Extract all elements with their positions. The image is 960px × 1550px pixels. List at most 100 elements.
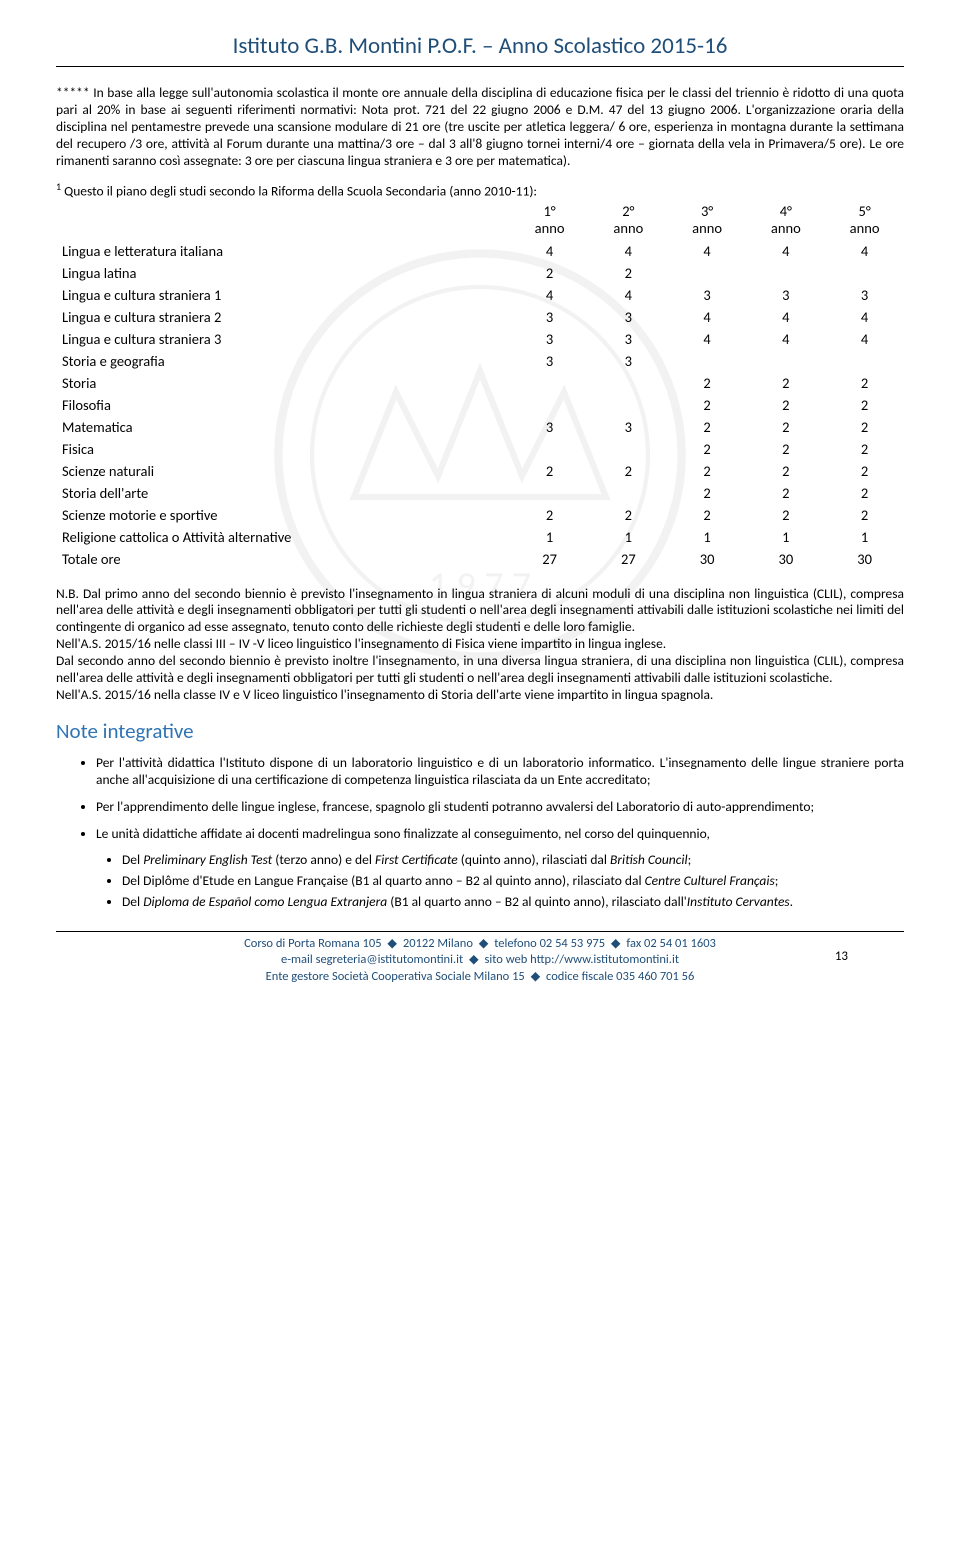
header-divider	[56, 66, 904, 67]
page-number: 13	[835, 949, 848, 964]
nb-p4: Nell'A.S. 2015/16 nella classe IV e V li…	[56, 687, 904, 704]
cell: 1	[589, 526, 668, 548]
table-row: Storia e geografia33	[56, 350, 904, 372]
cell: 2	[668, 416, 747, 438]
cell	[510, 482, 589, 504]
cell: 2	[825, 482, 904, 504]
cell: 3	[589, 350, 668, 372]
row-label: Lingua e cultura straniera 3	[56, 328, 510, 350]
cell: 2	[668, 482, 747, 504]
nb-block: N.B. Dal primo anno del secondo biennio …	[56, 586, 904, 704]
page-footer: Corso di Porta Romana 105 ◆ 20122 Milano…	[56, 936, 904, 987]
cell: 2	[825, 460, 904, 482]
cell: 4	[510, 284, 589, 306]
cell	[825, 350, 904, 372]
table-row: Lingua e letteratura italiana44444	[56, 240, 904, 262]
cell: 4	[825, 306, 904, 328]
cell: 2	[746, 438, 825, 460]
cell: 30	[746, 548, 825, 570]
cell	[510, 372, 589, 394]
table-row: Storia222	[56, 372, 904, 394]
table-header-row: 1°anno 2°anno 3°anno 4°anno 5°anno	[56, 201, 904, 240]
cell: 2	[668, 438, 747, 460]
cell: 2	[746, 416, 825, 438]
cell	[589, 482, 668, 504]
cell: 2	[825, 416, 904, 438]
row-label: Fisica	[56, 438, 510, 460]
nb-p1: N.B. Dal primo anno del secondo biennio …	[56, 586, 904, 637]
cell: 4	[668, 328, 747, 350]
cell: 2	[746, 460, 825, 482]
cell: 4	[746, 328, 825, 350]
cell: 27	[510, 548, 589, 570]
cell: 2	[746, 394, 825, 416]
cell: 4	[746, 240, 825, 262]
row-label: Lingua e cultura straniera 2	[56, 306, 510, 328]
table-row: Scienze motorie e sportive22222	[56, 504, 904, 526]
cell: 3	[746, 284, 825, 306]
table-row: Filosofia222	[56, 394, 904, 416]
cell: 4	[825, 328, 904, 350]
row-label: Filosofia	[56, 394, 510, 416]
cell: 4	[589, 284, 668, 306]
cell: 30	[668, 548, 747, 570]
row-label: Totale ore	[56, 548, 510, 570]
table-row: Matematica33222	[56, 416, 904, 438]
cell: 2	[668, 394, 747, 416]
cell	[668, 350, 747, 372]
cell: 4	[668, 240, 747, 262]
cell: 3	[589, 416, 668, 438]
table-row: Lingua e cultura straniera 233444	[56, 306, 904, 328]
study-plan-table: 1°anno 2°anno 3°anno 4°anno 5°anno Lingu…	[56, 201, 904, 570]
footnote-intro: 1 Questo il piano degli studi secondo la…	[56, 181, 904, 200]
cell	[510, 438, 589, 460]
row-label: Storia	[56, 372, 510, 394]
col-header: 3°anno	[668, 201, 747, 240]
cell: 4	[510, 240, 589, 262]
nb-p3: Dal secondo anno del secondo biennio è p…	[56, 653, 904, 687]
cell: 2	[746, 482, 825, 504]
list-item: Per l'apprendimento delle lingue inglese…	[96, 798, 904, 815]
cell: 4	[589, 240, 668, 262]
cell: 30	[825, 548, 904, 570]
cell: 2	[668, 460, 747, 482]
footer-divider	[56, 931, 904, 932]
row-label: Lingua e letteratura italiana	[56, 240, 510, 262]
cell: 2	[668, 504, 747, 526]
cell: 4	[746, 306, 825, 328]
cell	[589, 372, 668, 394]
cell: 3	[825, 284, 904, 306]
table-row: Totale ore2727303030	[56, 548, 904, 570]
cell: 3	[510, 350, 589, 372]
cell: 4	[825, 240, 904, 262]
notes-list: Per l'attività didattica l'Istituto disp…	[56, 754, 904, 911]
cell: 3	[510, 306, 589, 328]
cell	[589, 438, 668, 460]
list-item: Del Diplôme d'Etude en Langue Française …	[122, 872, 904, 889]
table-row: Lingua e cultura straniera 333444	[56, 328, 904, 350]
cell: 27	[589, 548, 668, 570]
cell: 3	[589, 328, 668, 350]
col-header: 4°anno	[746, 201, 825, 240]
cell: 2	[825, 504, 904, 526]
list-item: Le unità didattiche affidate ai docenti …	[96, 825, 904, 910]
row-label: Storia dell'arte	[56, 482, 510, 504]
table-row: Fisica222	[56, 438, 904, 460]
cell: 2	[589, 460, 668, 482]
cell: 2	[825, 438, 904, 460]
cell: 2	[825, 372, 904, 394]
footnote-intro-text: Questo il piano degli studi secondo la R…	[61, 183, 537, 200]
cell: 2	[510, 460, 589, 482]
cell: 2	[589, 504, 668, 526]
cell: 3	[510, 416, 589, 438]
cell: 2	[668, 372, 747, 394]
row-label: Storia e geografia	[56, 350, 510, 372]
list-item: Del Preliminary English Test (terzo anno…	[122, 851, 904, 868]
cell: 3	[589, 306, 668, 328]
cell	[668, 262, 747, 284]
intro-paragraph: ***** In base alla legge sull'autonomia …	[56, 85, 904, 169]
page-header-title: Istituto G.B. Montini P.O.F. – Anno Scol…	[56, 32, 904, 60]
list-item: Per l'attività didattica l'Istituto disp…	[96, 754, 904, 789]
cell: 4	[668, 306, 747, 328]
cell	[825, 262, 904, 284]
